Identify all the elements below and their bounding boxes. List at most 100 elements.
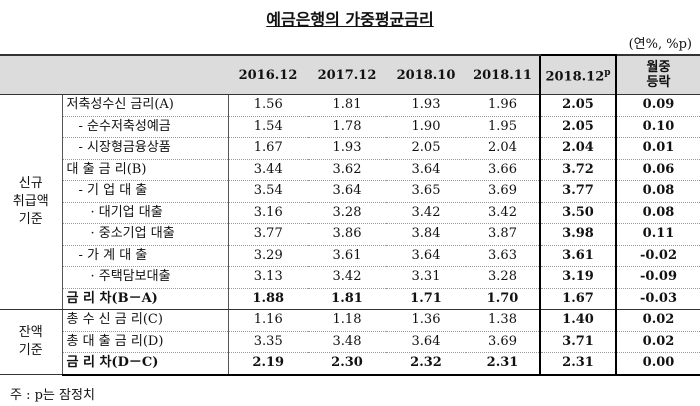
cell-value: 3.42	[308, 266, 386, 289]
cell-value: 3.54	[228, 180, 308, 203]
group-line: 잔액	[18, 325, 43, 340]
table-row: - 기 업 대 출 3.54 3.64 3.65 3.69 3.77 0.08	[0, 180, 700, 203]
cell-value: 1.95	[466, 116, 540, 138]
cell-value: 3.28	[308, 202, 386, 224]
cell-value: 3.61	[308, 245, 386, 267]
table-row: 잔액 기준 총 수 신 금 리(C) 1.16 1.18 1.36 1.38 1.40 0.02	[0, 309, 700, 375]
row-label: · 중소기업 대출	[62, 223, 229, 246]
table-row: · 주택담보대출 3.13 3.42 3.31 3.28 3.19 -0.09	[0, 266, 700, 289]
cell-value: 3.63	[466, 245, 540, 267]
cell-value: 3.86	[308, 223, 386, 246]
cell-value: 3.64	[386, 159, 466, 181]
cell-value: 3.28	[466, 266, 540, 289]
cell-value: -0.03	[616, 288, 700, 310]
table-row: 신규 취급액 기준 저축성수신 금리(A) 1.56 1.81 1.93 1.96 2.05 0.…	[0, 94, 700, 310]
cell-value: 1.54	[228, 116, 308, 138]
cell-value: 0.10	[616, 116, 700, 138]
cell-value: 1.81	[308, 94, 386, 117]
table-row: · 대기업 대출 3.16 3.28 3.42 3.42 3.50 0.08	[0, 202, 700, 224]
title: 예금은행의 가중평균금리	[266, 10, 434, 29]
cell-value: 3.50	[539, 202, 617, 224]
cell-value: 1.67	[539, 288, 617, 310]
table-row: 총 대 출 금 리(D) 3.35 3.48 3.64 3.69 3.71 0.02	[0, 331, 700, 353]
group-line: 신규	[18, 176, 43, 191]
cell-value: 1.70	[466, 288, 540, 310]
cell-value: 3.72	[539, 159, 617, 181]
cell-value: 2.19	[228, 352, 308, 376]
cell-value: 1.93	[386, 94, 466, 117]
cell-value: 0.09	[616, 94, 700, 117]
cell-value: 1.36	[386, 309, 466, 332]
rate-table: 2016.12 2017.12 2018.10 2018.11 2018.12p 월중 등락…	[0, 54, 700, 376]
column-header: 2016.12	[228, 54, 308, 95]
cell-value: 3.62	[308, 159, 386, 181]
group-label: 잔액 기준	[0, 309, 63, 375]
row-label: - 가 계 대 출	[62, 245, 229, 267]
column-header: 2018.11	[466, 54, 540, 95]
header-text: 2017.12	[317, 67, 377, 83]
cell-value: 3.44	[228, 159, 308, 181]
column-header: 2017.12	[308, 54, 386, 95]
header-text: 2018.11	[473, 67, 532, 83]
table-row: 대 출 금 리(B) 3.44 3.62 3.64 3.66 3.72 0.06	[0, 159, 700, 181]
table-row: - 순수저축성예금 1.54 1.78 1.90 1.95 2.05 0.10	[0, 116, 700, 138]
cell-value: -0.02	[616, 245, 700, 267]
cell-value: 3.64	[386, 331, 466, 353]
cell-value: 2.04	[466, 137, 540, 160]
cell-value: 2.05	[386, 137, 466, 160]
cell-value: 1.38	[466, 309, 540, 332]
cell-value: 2.31	[539, 352, 617, 376]
cell-value: 3.87	[466, 223, 540, 246]
header-mark: p	[604, 67, 611, 78]
cell-value: 3.13	[228, 266, 308, 289]
cell-value: 3.16	[228, 202, 308, 224]
cell-value: 1.96	[466, 94, 540, 117]
cell-value: 1.67	[228, 137, 308, 160]
table-row: - 가 계 대 출 3.29 3.61 3.64 3.63 3.61 -0.02	[0, 245, 700, 267]
header-text: 2018.12	[545, 69, 605, 85]
cell-value: 3.48	[308, 331, 386, 353]
cell-value: 0.08	[616, 202, 700, 224]
header-line: 월중	[646, 60, 671, 75]
cell-value: 3.64	[308, 180, 386, 203]
table-row: - 시장형금융상품 1.67 1.93 2.05 2.04 2.04 0.01	[0, 137, 700, 160]
cell-value: 3.61	[539, 245, 617, 267]
cell-value: 2.30	[308, 352, 386, 376]
cell-value: 0.08	[616, 180, 700, 203]
group-line: 취급액	[12, 194, 49, 209]
cell-value: 1.93	[308, 137, 386, 160]
cell-value: 1.16	[228, 309, 308, 332]
column-header: 2018.10	[386, 54, 466, 95]
cell-value: 0.00	[616, 352, 700, 376]
cell-value: 1.90	[386, 116, 466, 138]
table-row: · 중소기업 대출 3.77 3.86 3.84 3.87 3.98 0.11	[0, 223, 700, 246]
cell-value: 2.05	[539, 116, 617, 138]
cell-value: 0.01	[616, 137, 700, 160]
table-row: 금 리 차(B－A) 1.88 1.81 1.71 1.70 1.67 -0.03	[0, 288, 700, 310]
cell-value: 1.56	[228, 94, 308, 117]
header-text: 2018.10	[396, 67, 456, 83]
row-label: · 대기업 대출	[62, 202, 229, 224]
cell-value: 3.69	[466, 331, 540, 353]
row-label: 총 대 출 금 리(D)	[62, 331, 229, 353]
header-blank	[0, 54, 228, 95]
cell-value: 3.42	[466, 202, 540, 224]
row-label: 대 출 금 리(B)	[62, 159, 229, 181]
cell-value: 0.02	[616, 331, 700, 353]
cell-value: 3.69	[466, 180, 540, 203]
table-body: 신규 취급액 기준 저축성수신 금리(A) 1.56 1.81 1.93 1.96 2.05 0.…	[0, 94, 700, 376]
cell-value: 3.84	[386, 223, 466, 246]
unit: (연%, %p)	[628, 37, 692, 52]
header-line: 등락	[646, 75, 671, 90]
row-label: 총 수 신 금 리(C)	[62, 309, 229, 332]
cell-value: 2.05	[539, 94, 617, 117]
footnote: 주 : p는 잠정치	[10, 388, 95, 403]
cell-value: 3.98	[539, 223, 617, 246]
cell-value: 3.31	[386, 266, 466, 289]
column-header: 2018.12p	[539, 54, 617, 95]
group-label: 신규 취급액 기준	[0, 94, 63, 310]
cell-value: 1.81	[308, 288, 386, 310]
row-label: - 기 업 대 출	[62, 180, 229, 203]
table-row: 금 리 차(D－C) 2.19 2.30 2.32 2.31 2.31 0.00	[0, 352, 700, 376]
